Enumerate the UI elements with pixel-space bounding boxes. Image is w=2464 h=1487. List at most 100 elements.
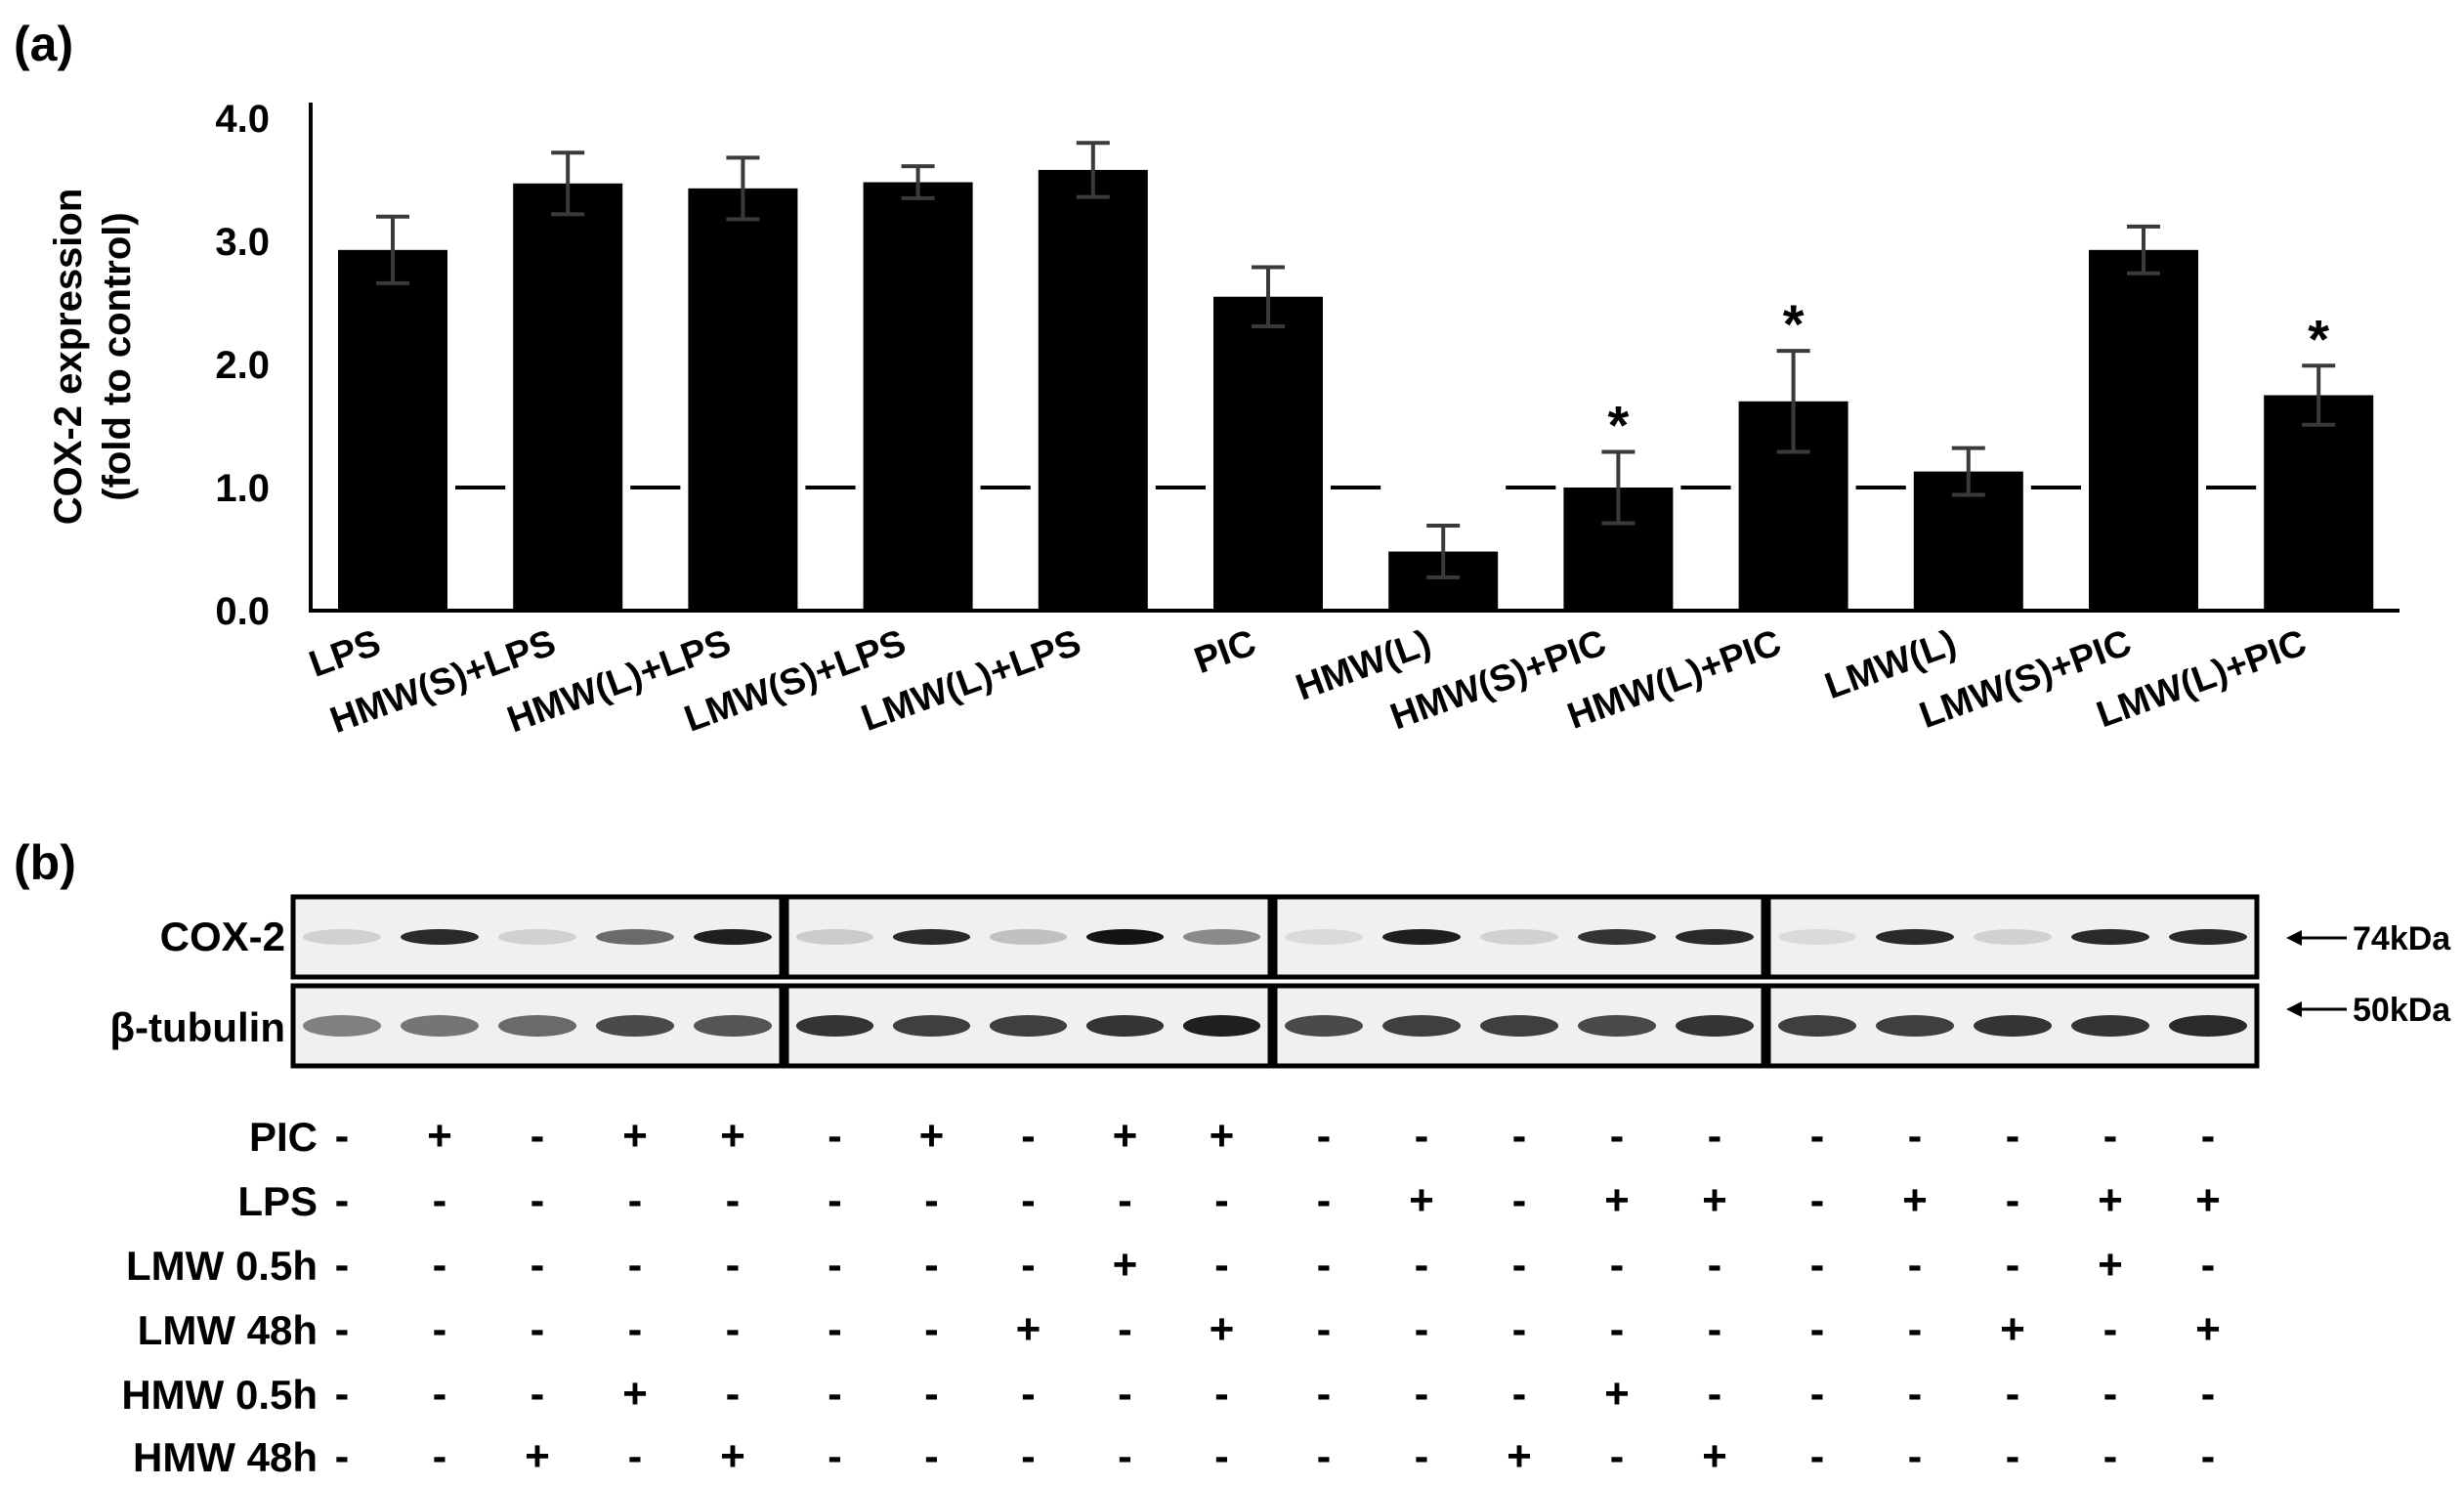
error-bar xyxy=(1426,524,1461,579)
condition-sign: - xyxy=(1415,1370,1429,1418)
condition-sign: - xyxy=(1118,1370,1132,1418)
significance-markers: * * * xyxy=(1608,293,2330,455)
y-tick-label: 0.0 xyxy=(215,590,270,633)
blot-band xyxy=(694,929,772,945)
condition-sign: + xyxy=(1902,1176,1928,1224)
error-bar xyxy=(901,164,935,200)
condition-sign: - xyxy=(2103,1432,2118,1480)
error-bar xyxy=(2302,363,2336,427)
condition-sign: - xyxy=(433,1370,447,1418)
condition-sign: - xyxy=(2201,1432,2216,1480)
y-axis-label-line2: (fold to control) xyxy=(96,212,139,500)
blot-band xyxy=(1974,1015,2052,1037)
condition-sign: - xyxy=(1118,1432,1132,1480)
significance-star: * xyxy=(1608,394,1630,455)
blot-band xyxy=(498,1015,576,1037)
condition-sign: - xyxy=(1317,1112,1332,1160)
condition-sign: - xyxy=(828,1370,842,1418)
blot-band xyxy=(1778,929,1856,945)
blot-band xyxy=(596,1015,674,1037)
condition-sign: - xyxy=(628,1241,643,1289)
bar xyxy=(2089,249,2198,611)
condition-sign: + xyxy=(720,1432,745,1480)
condition-sign: - xyxy=(335,1112,350,1160)
condition-sign: + xyxy=(2195,1305,2221,1353)
condition-sign: - xyxy=(1512,1176,1527,1224)
blot-band xyxy=(1974,929,2052,945)
condition-sign: - xyxy=(1610,1241,1625,1289)
condition-sign: - xyxy=(335,1370,350,1418)
condition-sign: - xyxy=(828,1305,842,1353)
condition-sign: - xyxy=(531,1241,545,1289)
condition-sign: - xyxy=(828,1176,842,1224)
condition-labels: PIC LPS LMW 0.5h LMW 48h HMW 0.5h HMW 48h xyxy=(121,1114,318,1480)
bar-chart: * * * 0.0 1.0 2.0 3.0 4.0 LPSHMW(S)+LPSHMW(L)+… xyxy=(47,98,2400,742)
blot-band xyxy=(1480,1015,1558,1037)
condition-sign: - xyxy=(1214,1241,1229,1289)
condition-sign: + xyxy=(919,1112,945,1160)
condition-sign: - xyxy=(1708,1241,1722,1289)
condition-sign: - xyxy=(1810,1305,1825,1353)
condition-sign: - xyxy=(628,1305,643,1353)
condition-sign: - xyxy=(1810,1370,1825,1418)
y-axis-label: COX-2 expression xyxy=(47,189,90,526)
blot-band xyxy=(1382,929,1461,945)
blot-band xyxy=(892,1015,971,1037)
blot-band xyxy=(1480,929,1558,945)
condition-sign: - xyxy=(1415,1432,1429,1480)
condition-sign: + xyxy=(2195,1176,2221,1224)
bar xyxy=(338,249,447,611)
blot-row-label-cox2: COX-2 xyxy=(160,913,285,959)
bar xyxy=(1213,296,1323,611)
blot-band xyxy=(1778,1015,1856,1037)
condition-sign: - xyxy=(924,1241,939,1289)
y-tick-label: 2.0 xyxy=(215,344,270,387)
condition-sign: + xyxy=(2000,1305,2025,1353)
condition-sign: - xyxy=(1415,1305,1429,1353)
blot-band xyxy=(401,1015,479,1037)
condition-sign: - xyxy=(1118,1305,1132,1353)
condition-sign: - xyxy=(1810,1112,1825,1160)
y-axis-title: COX-2 expression (fold to control) xyxy=(47,189,139,526)
blot-band xyxy=(2071,1015,2149,1037)
blot-band xyxy=(1578,929,1656,945)
condition-sign: - xyxy=(335,1305,350,1353)
condition-sign: - xyxy=(1512,1112,1527,1160)
condition-sign: + xyxy=(2098,1176,2123,1224)
condition-signs: - + - + + - - - - - - - - - - - - - - - - - - + - - - + - + - + - + + - - - - -… xyxy=(335,1112,2221,1480)
condition-sign: - xyxy=(335,1432,350,1480)
condition-sign: - xyxy=(628,1432,643,1480)
blot-band xyxy=(1285,1015,1363,1037)
condition-sign: - xyxy=(1908,1370,1923,1418)
western-blot: COX-2 β-tubulin 74kDa 50kDa xyxy=(109,894,2451,1069)
condition-sign: - xyxy=(726,1241,741,1289)
condition-sign: - xyxy=(531,1305,545,1353)
condition-sign: + xyxy=(1604,1370,1630,1418)
condition-sign: + xyxy=(622,1112,648,1160)
bar xyxy=(513,183,623,611)
condition-label: PIC xyxy=(249,1114,318,1160)
blot-band xyxy=(795,1015,874,1037)
condition-sign: - xyxy=(335,1241,350,1289)
condition-sign: + xyxy=(1016,1305,1041,1353)
blot-band xyxy=(892,929,971,945)
blot-band xyxy=(1382,1015,1461,1037)
condition-sign: - xyxy=(1512,1241,1527,1289)
y-tick-label: 1.0 xyxy=(215,467,270,510)
condition-sign: - xyxy=(828,1112,842,1160)
bar xyxy=(688,188,798,611)
condition-sign: - xyxy=(1317,1176,1332,1224)
condition-sign: - xyxy=(726,1305,741,1353)
blot-band xyxy=(2169,1015,2247,1037)
condition-sign: - xyxy=(2201,1112,2216,1160)
x-tick-label: PIC xyxy=(1189,622,1261,682)
error-bar xyxy=(1951,446,1985,497)
condition-sign: - xyxy=(1415,1241,1429,1289)
condition-sign: - xyxy=(726,1370,741,1418)
blot-band xyxy=(989,1015,1068,1037)
condition-sign: - xyxy=(1214,1370,1229,1418)
condition-sign: - xyxy=(1317,1370,1332,1418)
condition-sign: - xyxy=(1708,1112,1722,1160)
condition-sign: + xyxy=(1210,1112,1235,1160)
blot-band xyxy=(694,1015,772,1037)
